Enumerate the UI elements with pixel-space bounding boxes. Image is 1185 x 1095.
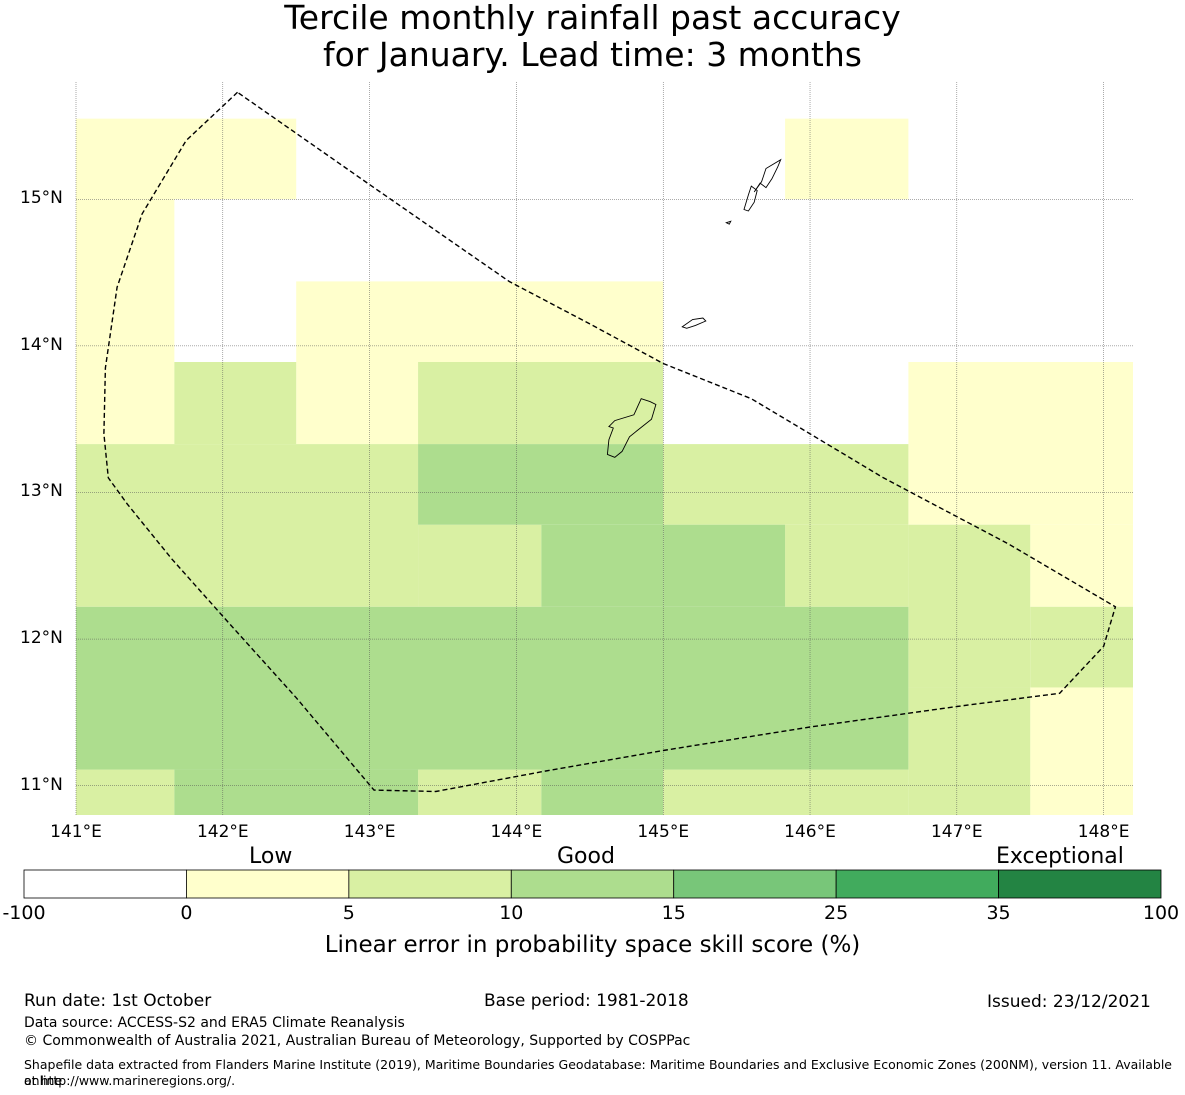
map-title-line1: Tercile monthly rainfall past accuracy — [284, 0, 901, 37]
colorbar-segment — [673, 869, 837, 899]
eez-boundary — [103, 91, 1117, 793]
colorbar-tick-label: -100 — [2, 902, 46, 924]
longitude-label: 141°E — [50, 822, 102, 842]
skill-cell — [1030, 524, 1133, 607]
latitude-label: 14°N — [20, 334, 63, 355]
data-source: Data source: ACCESS-S2 and ERA5 Climate … — [24, 1015, 405, 1031]
latitude-label: 11°N — [20, 774, 63, 795]
skill-cell — [296, 281, 664, 363]
base-period: Base period: 1981-2018 — [484, 991, 689, 1011]
issued-date: Issued: 23/12/2021 — [987, 992, 1151, 1012]
island-outline — [606, 398, 657, 458]
colorbar — [23, 869, 1162, 899]
latitude-label: 13°N — [20, 481, 63, 502]
skill-cell — [76, 199, 175, 445]
skill-cell — [418, 524, 542, 607]
longitude-label: 142°E — [196, 822, 249, 842]
skill-cells-layer — [76, 118, 1133, 815]
skill-cell — [663, 769, 909, 815]
longitude-label: 146°E — [784, 822, 836, 842]
colorbar-low-label: Low — [249, 844, 293, 869]
coastline-layer — [606, 158, 782, 458]
copyright: © Commonwealth of Australia 2021, Austra… — [24, 1033, 691, 1049]
skill-cell — [76, 118, 297, 200]
skill-cell — [541, 769, 664, 815]
latitude-label: 12°N — [20, 628, 63, 649]
map-plot — [75, 82, 1133, 815]
colorbar-tick-label: 35 — [986, 902, 1011, 924]
skill-cell — [1030, 606, 1133, 688]
island-outline — [681, 317, 707, 329]
colorbar-tick-label: 5 — [342, 902, 355, 924]
skill-cell — [663, 524, 786, 607]
island-outline — [753, 158, 782, 193]
colorbar-tick-label: 100 — [1142, 902, 1180, 924]
longitude-label: 147°E — [930, 822, 983, 842]
island-outline — [743, 185, 758, 212]
skill-cell — [908, 362, 1133, 525]
skill-cell — [418, 444, 664, 525]
longitude-label: 144°E — [490, 822, 543, 842]
skill-cell — [296, 362, 419, 445]
graticule-layer — [75, 82, 1133, 815]
colorbar-segment — [186, 869, 350, 899]
colorbar-segment — [998, 869, 1162, 899]
skill-cell — [418, 362, 664, 445]
skill-cell — [174, 769, 419, 815]
skill-cell — [908, 524, 1031, 688]
colorbar-segment — [23, 869, 187, 899]
colorbar-good-label: Good — [557, 844, 615, 869]
shapefile-credit-line2: at http://www.marineregions.org/. — [24, 1073, 236, 1088]
skill-cell — [174, 362, 297, 445]
colorbar-segment — [348, 869, 512, 899]
skill-cell — [1030, 687, 1133, 815]
colorbar-tick-label: 10 — [499, 902, 524, 924]
shapefile-credit-line1: Shapefile data extracted from Flanders M… — [24, 1057, 1172, 1088]
skill-cell — [76, 606, 909, 770]
skill-cell — [908, 687, 1031, 815]
colorbar-segment — [835, 869, 999, 899]
colorbar-tick-label: 15 — [661, 902, 686, 924]
latitude-label: 15°N — [20, 188, 63, 209]
skill-cell — [785, 524, 909, 607]
colorbar-exceptional-label: Exceptional — [996, 844, 1124, 869]
run-date: Run date: 1st October — [24, 991, 212, 1011]
colorbar-axis-title: Linear error in probability space skill … — [324, 932, 861, 958]
island-outline — [725, 220, 732, 225]
longitude-label: 148°E — [1077, 822, 1130, 842]
skill-cell — [76, 444, 419, 607]
skill-cell — [76, 769, 175, 815]
skill-cell — [785, 118, 909, 200]
colorbar-tick-label: 0 — [180, 902, 193, 924]
skill-cell — [418, 769, 542, 815]
skill-cell — [541, 524, 664, 607]
colorbar-segment — [510, 869, 675, 899]
longitude-label: 145°E — [637, 822, 690, 842]
skill-cell — [663, 444, 909, 525]
map-title-line2: for January. Lead time: 3 months — [323, 35, 862, 74]
longitude-label: 143°E — [343, 822, 396, 842]
colorbar-tick-label: 25 — [824, 902, 849, 924]
